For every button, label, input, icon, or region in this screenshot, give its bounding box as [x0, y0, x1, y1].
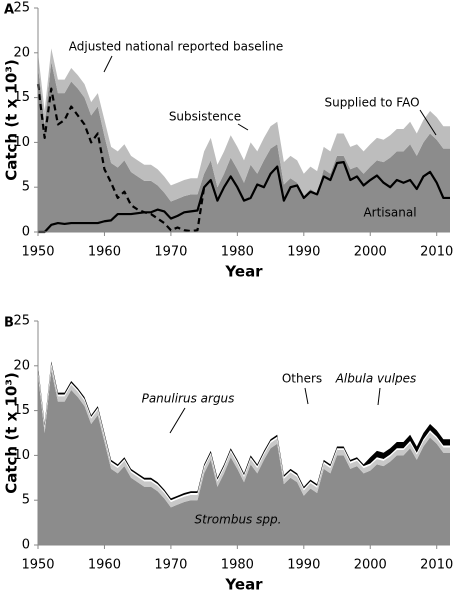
x-tick-label: 2010 — [420, 245, 453, 260]
y-tick-label: 10 — [13, 448, 30, 463]
series-label: Supplied to FAO — [324, 96, 419, 110]
y-tick-label: 20 — [13, 45, 30, 60]
x-tick-label: 2000 — [354, 558, 387, 573]
leader-line — [169, 407, 186, 434]
x-axis-title: Year — [224, 576, 263, 594]
series-label: Artisanal — [363, 206, 416, 220]
series-label: Adjusted national reported baseline — [69, 40, 284, 54]
y-tick-label: 0 — [22, 538, 30, 553]
series-label: Others — [282, 372, 322, 386]
x-tick-label: 1960 — [88, 558, 121, 573]
x-tick-label: 1970 — [154, 558, 187, 573]
x-tick-label: 1970 — [154, 245, 187, 260]
y-tick-label: 15 — [13, 90, 30, 105]
y-tick-label: 10 — [13, 135, 30, 150]
x-tick-label: 1950 — [21, 245, 54, 260]
x-tick-label: 1980 — [221, 558, 254, 573]
area — [38, 370, 450, 545]
x-tick-label: 1960 — [88, 245, 121, 260]
series-label: Subsistence — [169, 110, 241, 124]
leader-line — [103, 55, 113, 73]
x-tick-label: 2000 — [354, 245, 387, 260]
panel-label: A — [4, 3, 14, 18]
x-tick-label: 1990 — [287, 245, 320, 260]
panel-label: B — [4, 316, 14, 331]
y-tick-label: 25 — [13, 1, 30, 16]
area — [38, 364, 450, 508]
leader-line — [237, 123, 249, 131]
series-label: Strombus spp. — [195, 513, 282, 527]
y-axis-title: Catch (t x 10³) — [3, 372, 21, 494]
x-axis-title: Year — [224, 263, 263, 281]
area — [38, 48, 450, 202]
leader-line — [377, 387, 381, 406]
y-tick-label: 20 — [13, 358, 30, 373]
leader-line — [419, 109, 437, 136]
dashed-line — [36, 84, 206, 233]
y-axis-title: Catch (t x 10³) — [3, 59, 21, 181]
x-tick-label: 1950 — [21, 558, 54, 573]
y-tick-label: 25 — [13, 314, 30, 329]
x-tick-label: 2010 — [420, 558, 453, 573]
line — [38, 161, 450, 234]
area — [38, 61, 450, 233]
y-tick-label: 0 — [22, 225, 30, 240]
x-tick-label: 1980 — [221, 245, 254, 260]
y-tick-label: 5 — [22, 493, 30, 508]
y-tick-label: 15 — [13, 403, 30, 418]
series-label: Panulirus argus — [142, 392, 235, 406]
x-tick-label: 1990 — [287, 558, 320, 573]
y-tick-label: 5 — [22, 180, 30, 195]
series-label: Albula vulpes — [335, 372, 417, 386]
leader-line — [304, 387, 309, 405]
